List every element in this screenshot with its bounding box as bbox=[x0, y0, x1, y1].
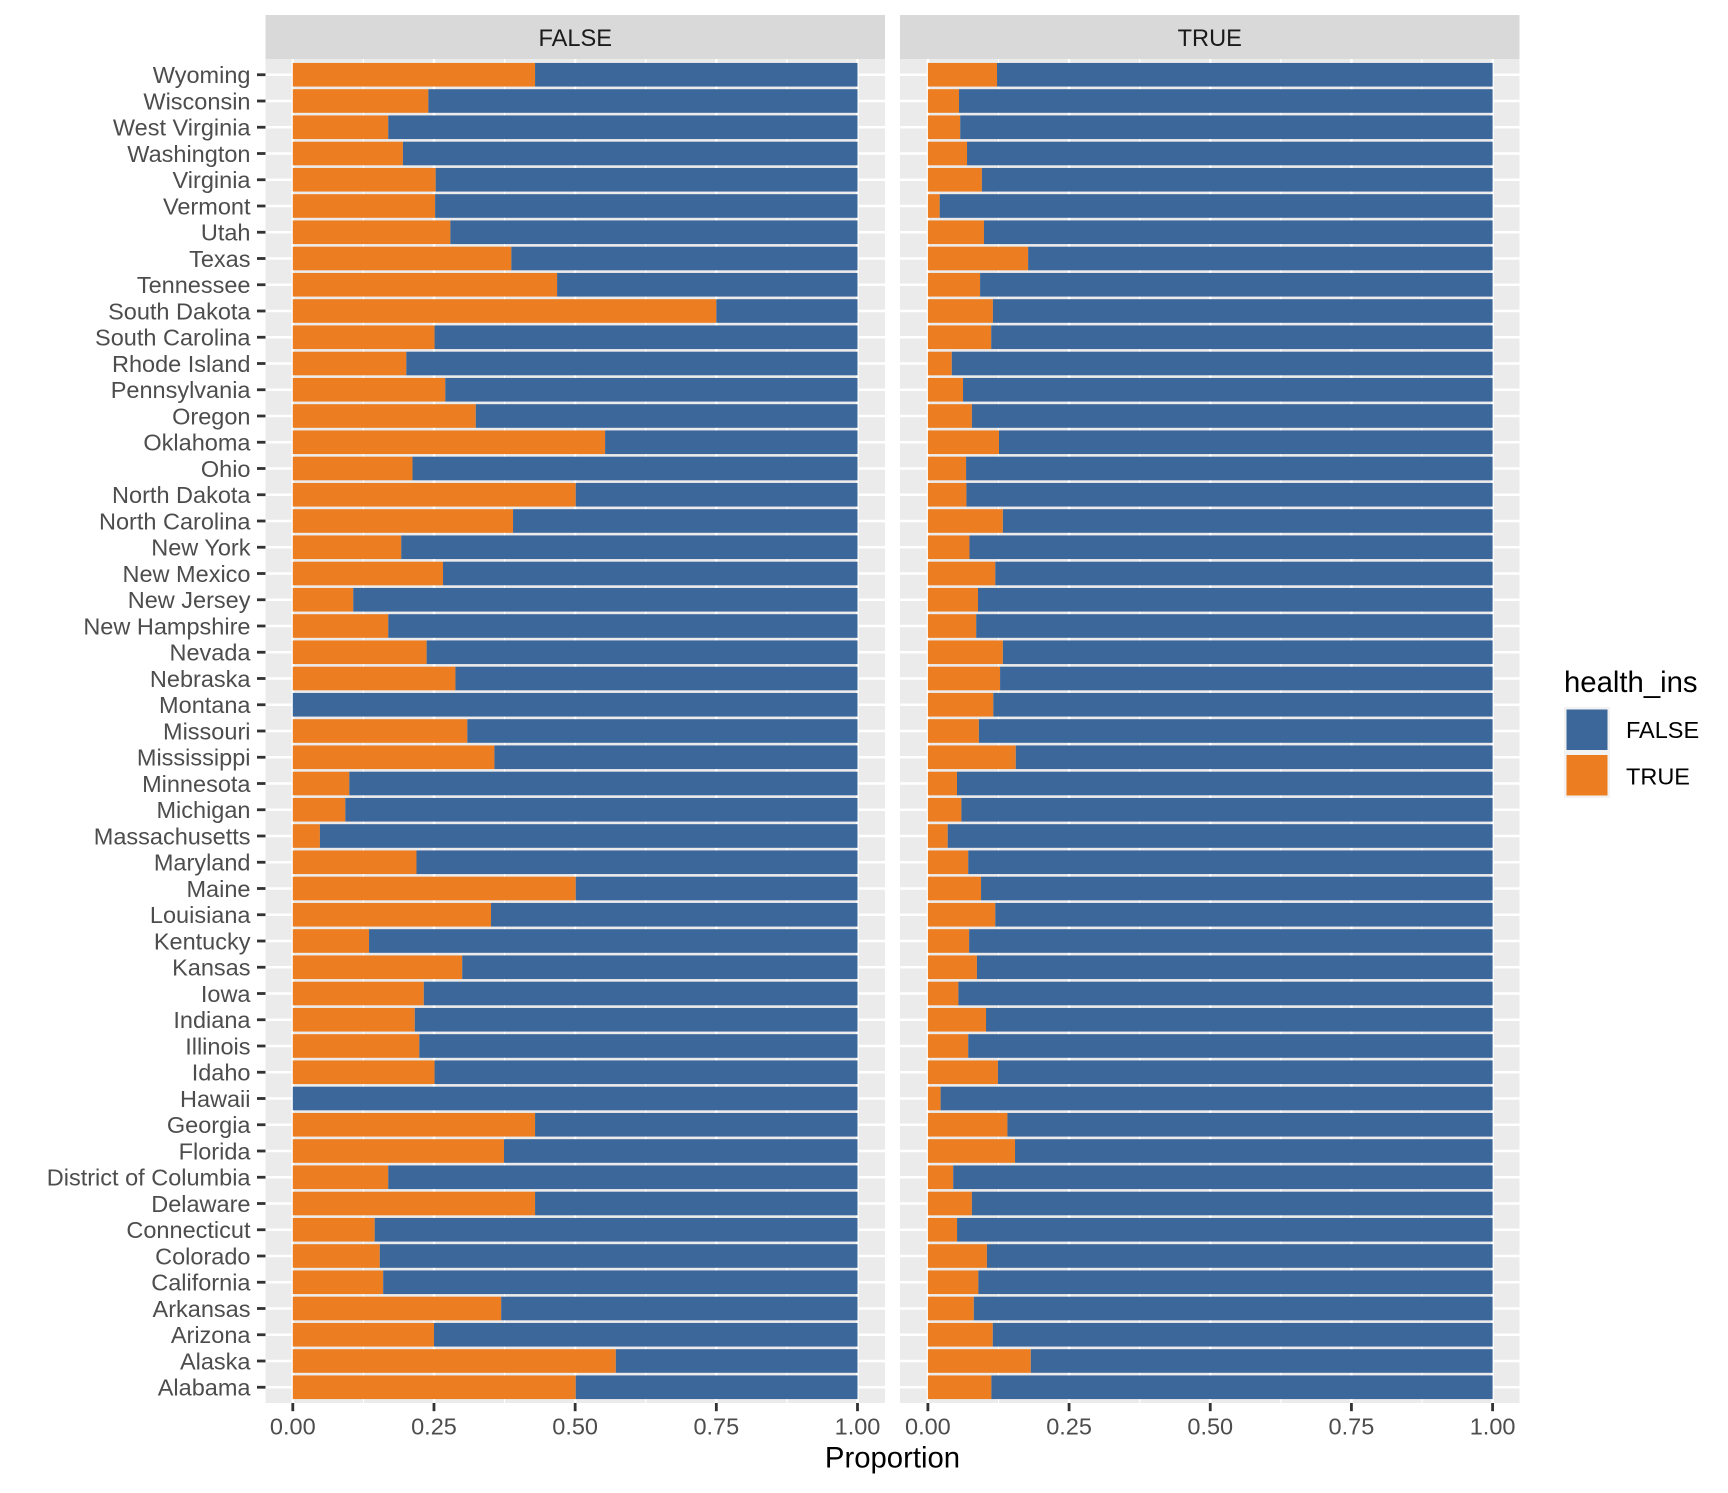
svg-text:Nebraska: Nebraska bbox=[150, 666, 252, 692]
svg-text:Connecticut: Connecticut bbox=[126, 1217, 251, 1243]
svg-text:Colorado: Colorado bbox=[155, 1243, 250, 1269]
svg-text:Alaska: Alaska bbox=[180, 1348, 251, 1374]
svg-text:Illinois: Illinois bbox=[185, 1033, 250, 1059]
svg-text:Missouri: Missouri bbox=[163, 718, 250, 744]
svg-text:Hawaii: Hawaii bbox=[180, 1086, 251, 1112]
svg-text:Rhode Island: Rhode Island bbox=[112, 351, 251, 377]
svg-text:Minnesota: Minnesota bbox=[142, 771, 251, 797]
svg-text:1.00: 1.00 bbox=[1470, 1414, 1516, 1440]
svg-text:Delaware: Delaware bbox=[151, 1191, 250, 1217]
svg-text:Florida: Florida bbox=[179, 1138, 252, 1164]
svg-text:Vermont: Vermont bbox=[163, 193, 251, 219]
svg-text:New Jersey: New Jersey bbox=[128, 587, 251, 613]
svg-text:0.50: 0.50 bbox=[552, 1414, 598, 1440]
svg-text:0.25: 0.25 bbox=[411, 1414, 457, 1440]
svg-text:Alabama: Alabama bbox=[158, 1375, 252, 1401]
svg-text:Mississippi: Mississippi bbox=[137, 745, 251, 771]
svg-text:Massachusetts: Massachusetts bbox=[94, 823, 251, 849]
svg-text:0.50: 0.50 bbox=[1187, 1414, 1233, 1440]
svg-text:FALSE: FALSE bbox=[1626, 717, 1699, 743]
svg-text:Proportion: Proportion bbox=[825, 1442, 960, 1475]
svg-text:Arizona: Arizona bbox=[171, 1322, 252, 1348]
svg-text:Maine: Maine bbox=[186, 876, 250, 902]
svg-text:District of Columbia: District of Columbia bbox=[47, 1165, 252, 1191]
svg-text:Maryland: Maryland bbox=[154, 850, 251, 876]
svg-text:Montana: Montana bbox=[159, 692, 251, 718]
svg-text:Louisiana: Louisiana bbox=[150, 902, 252, 928]
svg-text:FALSE: FALSE bbox=[539, 26, 612, 52]
svg-text:0.00: 0.00 bbox=[270, 1414, 316, 1440]
svg-text:Arkansas: Arkansas bbox=[153, 1296, 251, 1322]
svg-text:New Hampshire: New Hampshire bbox=[83, 613, 250, 639]
svg-text:South Dakota: South Dakota bbox=[108, 298, 251, 324]
svg-text:Indiana: Indiana bbox=[173, 1007, 251, 1033]
svg-text:Oregon: Oregon bbox=[172, 403, 250, 429]
svg-text:North Dakota: North Dakota bbox=[112, 482, 251, 508]
svg-text:Iowa: Iowa bbox=[201, 981, 252, 1007]
svg-text:Washington: Washington bbox=[127, 141, 250, 167]
svg-text:Virginia: Virginia bbox=[173, 167, 252, 193]
svg-text:0.75: 0.75 bbox=[1329, 1414, 1375, 1440]
svg-text:TRUE: TRUE bbox=[1178, 26, 1242, 52]
svg-text:Idaho: Idaho bbox=[192, 1060, 251, 1086]
svg-text:New York: New York bbox=[151, 535, 251, 561]
svg-text:TRUE: TRUE bbox=[1626, 764, 1690, 790]
svg-text:Kansas: Kansas bbox=[172, 955, 250, 981]
svg-text:West Virginia: West Virginia bbox=[113, 115, 252, 141]
svg-text:0.25: 0.25 bbox=[1046, 1414, 1092, 1440]
svg-text:0.00: 0.00 bbox=[905, 1414, 951, 1440]
svg-text:New Mexico: New Mexico bbox=[123, 561, 251, 587]
svg-text:California: California bbox=[151, 1270, 251, 1296]
svg-text:Tennessee: Tennessee bbox=[137, 272, 251, 298]
svg-text:health_ins: health_ins bbox=[1564, 666, 1698, 699]
svg-text:Pennsylvania: Pennsylvania bbox=[111, 377, 252, 403]
svg-text:1.00: 1.00 bbox=[835, 1414, 881, 1440]
svg-text:Texas: Texas bbox=[189, 246, 250, 272]
svg-text:0.75: 0.75 bbox=[693, 1414, 739, 1440]
svg-text:Oklahoma: Oklahoma bbox=[143, 430, 251, 456]
svg-text:Wyoming: Wyoming bbox=[153, 62, 251, 88]
svg-text:Kentucky: Kentucky bbox=[154, 928, 251, 954]
svg-text:Ohio: Ohio bbox=[201, 456, 251, 482]
svg-text:North Carolina: North Carolina bbox=[99, 508, 251, 534]
svg-text:Wisconsin: Wisconsin bbox=[143, 88, 250, 114]
svg-text:Georgia: Georgia bbox=[167, 1112, 252, 1138]
svg-text:South Carolina: South Carolina bbox=[95, 325, 251, 351]
svg-text:Michigan: Michigan bbox=[156, 797, 250, 823]
svg-text:Nevada: Nevada bbox=[170, 640, 252, 666]
svg-text:Utah: Utah bbox=[201, 220, 251, 246]
